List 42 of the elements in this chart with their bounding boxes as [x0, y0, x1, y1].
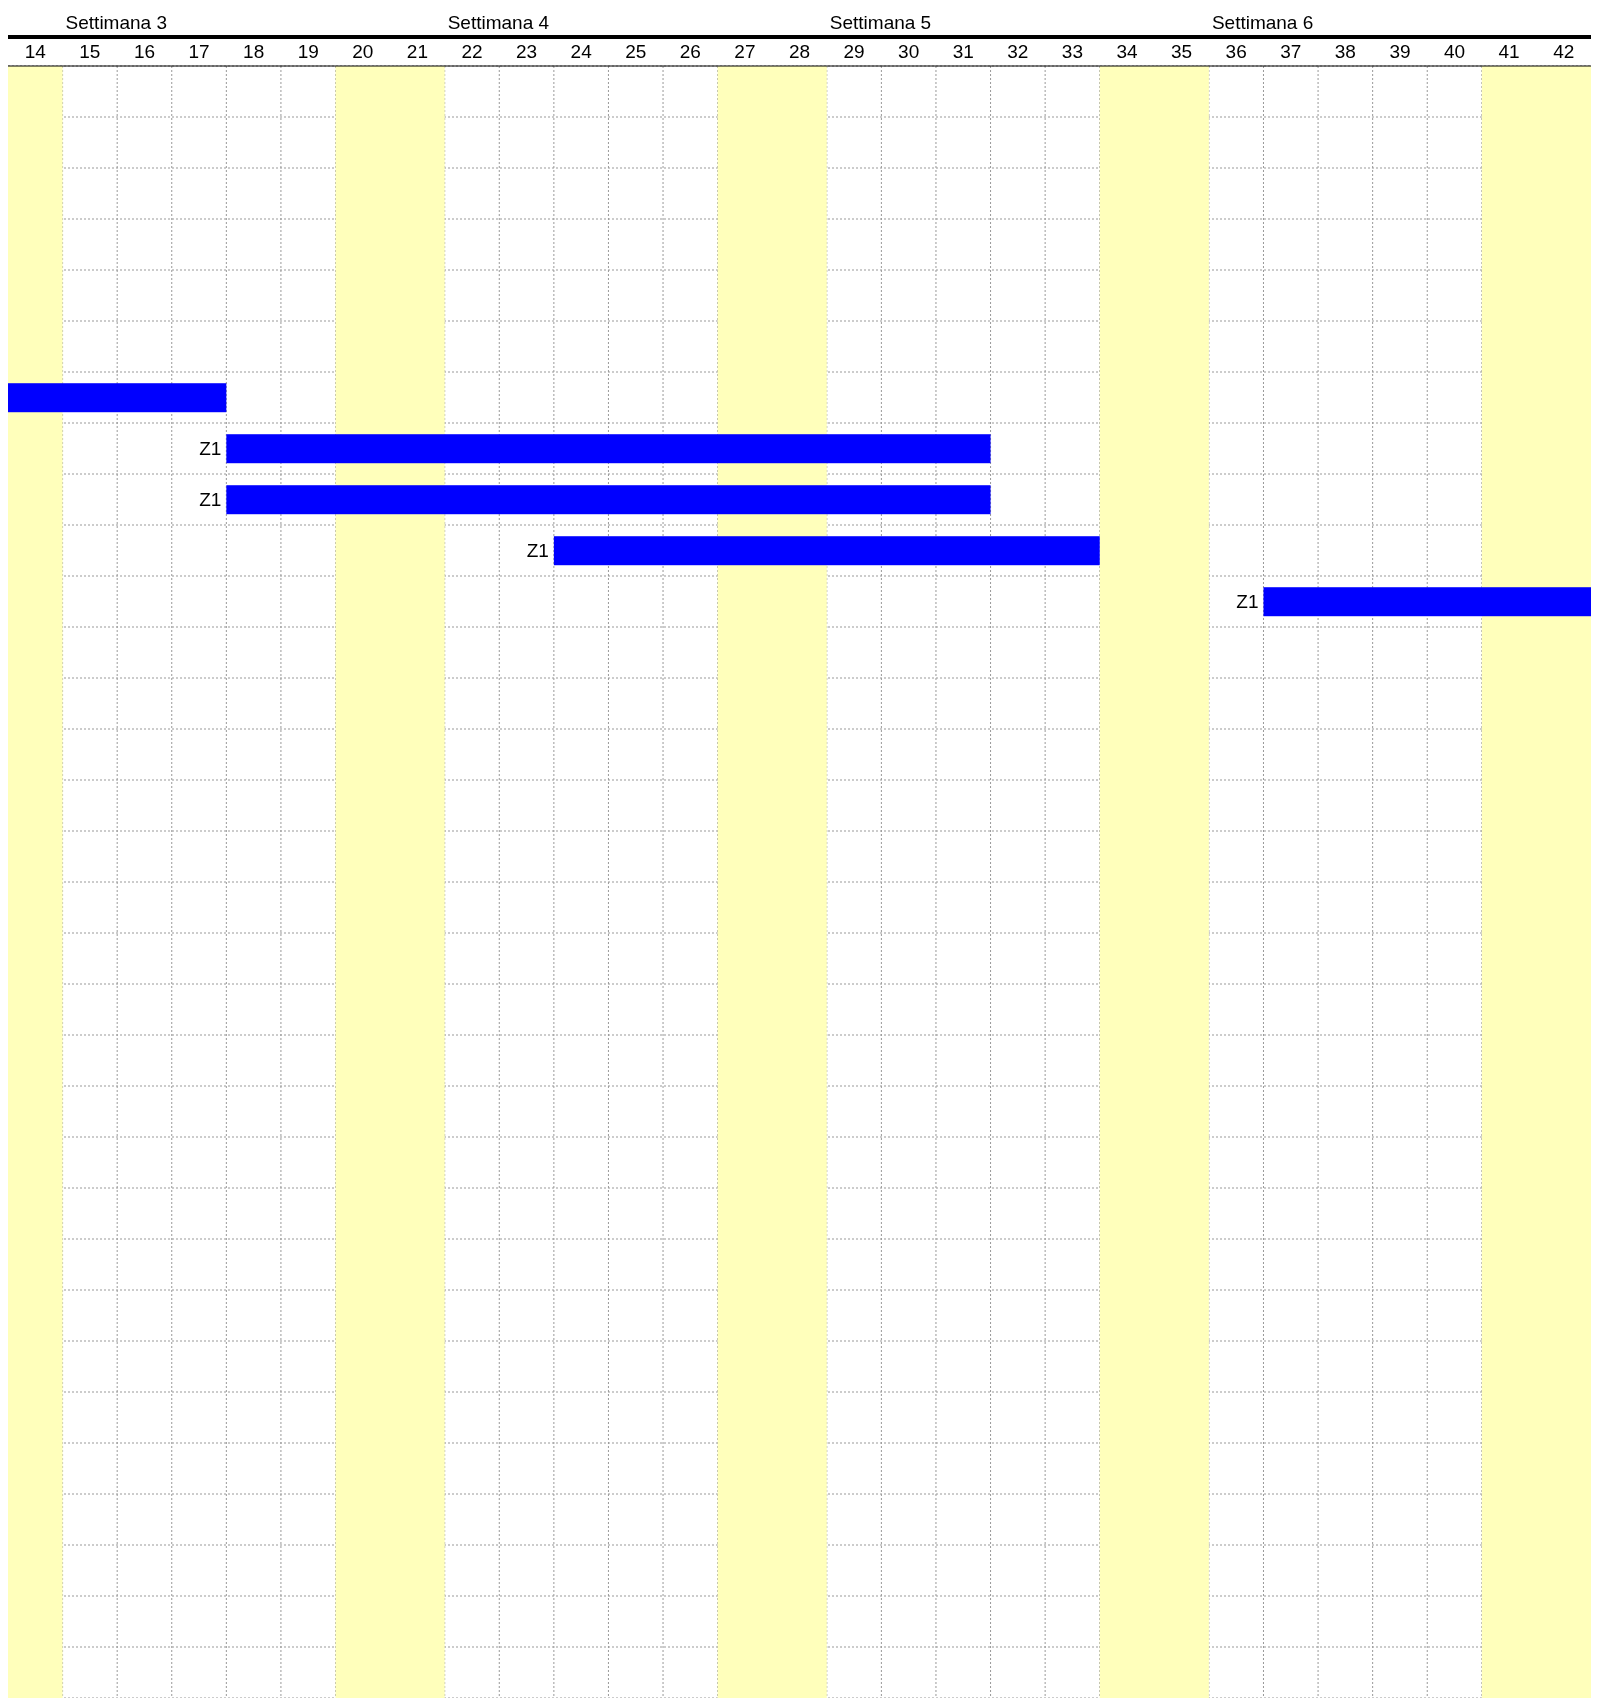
bar — [8, 383, 227, 413]
x-tick-label: 28 — [788, 41, 811, 62]
x-tick-label: 36 — [1225, 41, 1247, 62]
x-tick-label: 14 — [24, 41, 47, 62]
x-tick-label: 41 — [1498, 41, 1520, 62]
x-tick-label: 18 — [243, 41, 265, 62]
x-tick-label: 21 — [406, 41, 428, 62]
data-label: Z1 — [526, 540, 549, 562]
x-tick-label: 16 — [133, 41, 156, 62]
bar — [226, 485, 991, 515]
x-tick-label: 29 — [843, 41, 865, 62]
x-tick-label: 20 — [352, 41, 374, 62]
x-tick-label: 42 — [1553, 41, 1575, 62]
x-tick-label: 26 — [679, 41, 701, 62]
text: Settimana 4 — [447, 12, 550, 34]
x-tick-label: 38 — [1334, 41, 1356, 62]
x-tick-label: 23 — [516, 41, 538, 62]
x-tick-label: 24 — [570, 41, 593, 62]
x-tick-label: 27 — [734, 41, 756, 62]
x-tick-label: 15 — [79, 41, 101, 62]
bar — [1263, 587, 1591, 617]
x-tick-label: 30 — [898, 41, 920, 62]
data-label: Z1 — [1236, 591, 1259, 613]
x-tick-label: 31 — [952, 41, 974, 62]
text: Settimana 6 — [1211, 12, 1314, 34]
x-tick-label: 37 — [1280, 41, 1302, 62]
x-tick-label: 25 — [625, 41, 647, 62]
bar — [226, 434, 991, 464]
x-tick-label: 33 — [1061, 41, 1083, 62]
bar — [553, 536, 1100, 566]
x-tick-label: 34 — [1116, 41, 1139, 62]
x-tick-label: 39 — [1389, 41, 1411, 62]
data-label: Z1 — [199, 489, 222, 511]
x-tick-label: 40 — [1443, 41, 1466, 62]
x-tick-label: 32 — [1007, 41, 1029, 62]
text: Settimana 3 — [65, 12, 167, 34]
text: Settimana 5 — [829, 12, 932, 34]
x-tick-label: 35 — [1171, 41, 1193, 62]
x-tick-label: 19 — [297, 41, 319, 62]
x-tick-label: 22 — [461, 41, 483, 62]
x-tick-label: 17 — [188, 41, 210, 62]
data-label: Z1 — [199, 438, 222, 460]
